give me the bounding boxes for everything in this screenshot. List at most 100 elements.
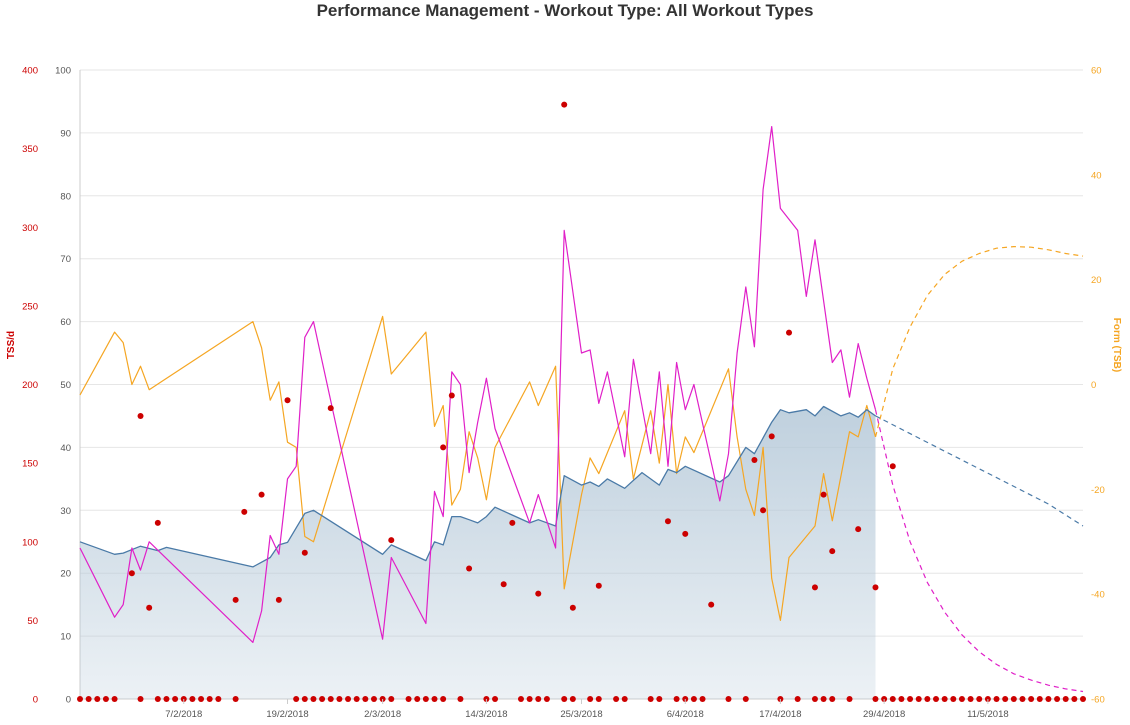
fitness-tick-label: 90 (60, 128, 71, 139)
tss-dot (448, 392, 455, 399)
tss-dot (855, 526, 862, 533)
tss-dot-zero (742, 696, 749, 702)
tss-dot-zero (595, 696, 602, 702)
tss-dot-zero (924, 696, 931, 702)
form-tsb-line (79, 315, 877, 621)
tss-dot-zero (310, 696, 317, 702)
tss-dot (820, 491, 827, 498)
fitness-tick-label: 0 (66, 695, 71, 706)
tss-dot (595, 582, 602, 589)
fitness-tick-label: 60 (60, 317, 71, 328)
tss-dot-zero (345, 696, 352, 702)
x-tick-label: 11/5/2018 (967, 709, 1009, 720)
tss-tick-label: 100 (22, 537, 38, 548)
tss-dot-zero (163, 696, 170, 702)
tss-dot-zero (673, 696, 680, 702)
tss-dot-zero (85, 696, 92, 702)
fitness-tick-label: 30 (60, 506, 71, 517)
tss-dot (154, 519, 161, 526)
fitness-ctl-line (79, 405, 876, 568)
tss-dot-zero (621, 696, 628, 702)
tss-dot-zero (950, 696, 957, 702)
tss-dot (561, 101, 568, 108)
fatigue-atl-line (79, 126, 877, 643)
tss-dot (284, 397, 291, 404)
tss-dot-zero (569, 696, 576, 702)
tss-dot (535, 590, 542, 597)
x-tick-label: 19/2/2018 (266, 709, 308, 720)
tss-dot (786, 329, 793, 336)
tss-dot (258, 491, 265, 498)
tss-dot-zero (941, 696, 948, 702)
x-tick-label: 17/4/2018 (759, 709, 801, 720)
tss-dot (872, 584, 879, 591)
tss-tick-label: 350 (22, 144, 38, 155)
tss-dot-zero (976, 696, 983, 702)
tss-dot-zero (993, 696, 1000, 702)
tss-dot-zero (137, 696, 144, 702)
fitness-tick-label: 20 (60, 569, 71, 580)
tss-dot-zero (388, 696, 395, 702)
tss-dot-zero (535, 696, 542, 702)
tss-dot-zero (690, 696, 697, 702)
tss-dot-zero (405, 696, 412, 702)
tss-dot-zero (915, 696, 922, 702)
tss-dot-zero (907, 696, 914, 702)
tss-dot (760, 507, 767, 514)
tss-dot-layer (77, 101, 1086, 702)
tss-dot-zero (301, 696, 308, 702)
tss-dot-zero (111, 696, 118, 702)
tss-dot-zero (154, 696, 161, 702)
form-tick-label: 0 (1091, 380, 1096, 391)
tss-dot-zero (77, 696, 83, 702)
series-line-layer (79, 126, 1084, 693)
tss-dot-zero (370, 696, 377, 702)
form-tick-label: 20 (1091, 275, 1102, 286)
tss-dot-zero (293, 696, 300, 702)
x-tick-label: 14/3/2018 (465, 709, 507, 720)
tss-dot-zero (94, 696, 101, 702)
tss-dot-zero (1045, 696, 1052, 702)
tss-dot (128, 570, 135, 577)
tss-tick-label: 0 (33, 695, 38, 706)
tss-dot-zero (1019, 696, 1026, 702)
tss-dot-zero (422, 696, 429, 702)
tss-tick-label: 300 (22, 223, 38, 234)
tss-dot-zero (1071, 696, 1078, 702)
tss-dot (889, 463, 896, 470)
tss-dot-zero (492, 696, 499, 702)
tss-dot-zero (811, 696, 818, 702)
tss-dot-zero (1080, 696, 1086, 702)
tss-dot-zero (958, 696, 965, 702)
fitness-area (80, 406, 876, 699)
tss-tick-label: 400 (22, 66, 38, 77)
tss-dot (811, 584, 818, 591)
fitness-tick-label: 40 (60, 443, 71, 454)
tss-dot (829, 548, 836, 555)
tss-dot-zero (414, 696, 421, 702)
tss-dot-zero (561, 696, 568, 702)
form-tick-label: 60 (1091, 66, 1102, 77)
tss-dot-zero (215, 696, 222, 702)
tss-dot-zero (440, 696, 447, 702)
tss-dot-zero (820, 696, 827, 702)
x-tick-label: 25/3/2018 (560, 709, 602, 720)
tss-dot-zero (1036, 696, 1043, 702)
tss-dot-zero (327, 696, 334, 702)
fitness-projection-line (875, 415, 1084, 527)
x-tick-label: 7/2/2018 (165, 709, 202, 720)
tss-dot-zero (1002, 696, 1009, 702)
tss-axis-title: TSS/d (6, 331, 17, 359)
tss-dot (275, 596, 282, 603)
tss-tick-label: 150 (22, 459, 38, 470)
tss-tick-label: 250 (22, 301, 38, 312)
tss-tick-label: 50 (27, 616, 38, 627)
tss-dot (500, 581, 507, 588)
tss-dot-zero (198, 696, 205, 702)
tss-dot-zero (1062, 696, 1069, 702)
tss-dot (569, 604, 576, 611)
form-tick-label: -20 (1091, 485, 1105, 496)
tss-dot (388, 537, 395, 544)
form-axis-title: Form (TSB) (1111, 318, 1122, 372)
tss-dot-zero (647, 696, 654, 702)
